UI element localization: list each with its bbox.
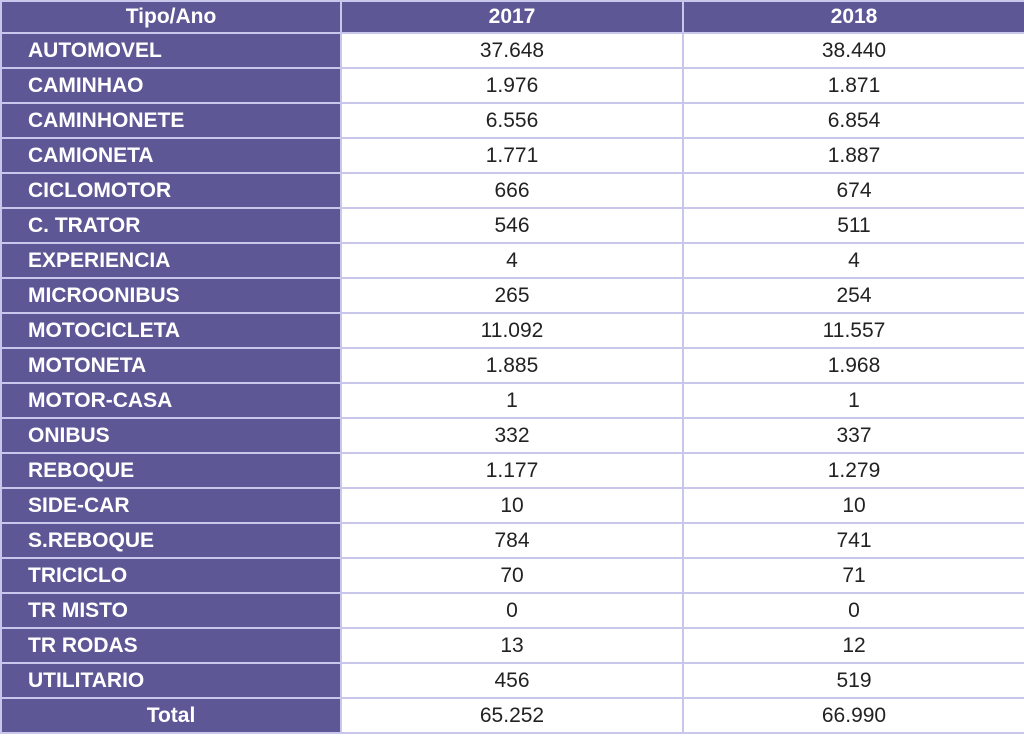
row-type-label: MICROONIBUS	[0, 277, 342, 314]
row-type-label: AUTOMOVEL	[0, 32, 342, 69]
row-type-label: UTILITARIO	[0, 662, 342, 699]
table-row: TR MISTO 0 0	[0, 592, 1024, 629]
cell-2018: 741	[682, 522, 1024, 559]
row-type-label: SIDE-CAR	[0, 487, 342, 524]
cell-2017: 1.771	[340, 137, 684, 174]
cell-2018: 674	[682, 172, 1024, 209]
cell-2017: 6.556	[340, 102, 684, 139]
cell-2017: 70	[340, 557, 684, 594]
cell-2017: 13	[340, 627, 684, 664]
cell-2018: 4	[682, 242, 1024, 279]
table-row: AUTOMOVEL 37.648 38.440	[0, 32, 1024, 69]
cell-2017: 4	[340, 242, 684, 279]
cell-2017: 1.885	[340, 347, 684, 384]
row-type-label: CICLOMOTOR	[0, 172, 342, 209]
total-row: Total 65.252 66.990	[0, 697, 1024, 734]
cell-2017: 1.976	[340, 67, 684, 104]
table-row: REBOQUE 1.177 1.279	[0, 452, 1024, 489]
cell-2018: 254	[682, 277, 1024, 314]
cell-2018: 0	[682, 592, 1024, 629]
row-type-label: TR MISTO	[0, 592, 342, 629]
table-row: UTILITARIO 456 519	[0, 662, 1024, 699]
row-type-label: CAMINHONETE	[0, 102, 342, 139]
cell-2017: 332	[340, 417, 684, 454]
table-row: TR RODAS 13 12	[0, 627, 1024, 664]
cell-2017: 1	[340, 382, 684, 419]
cell-2017: 10	[340, 487, 684, 524]
table-body: AUTOMOVEL 37.648 38.440 CAMINHAO 1.976 1.871 C…	[0, 32, 1024, 699]
cell-2017: 546	[340, 207, 684, 244]
header-2017: 2017	[340, 0, 684, 34]
cell-2017: 784	[340, 522, 684, 559]
table-row: MOTONETA 1.885 1.968	[0, 347, 1024, 384]
row-type-label: MOTOCICLETA	[0, 312, 342, 349]
cell-2018: 1.968	[682, 347, 1024, 384]
row-type-label: MOTOR-CASA	[0, 382, 342, 419]
cell-2018: 519	[682, 662, 1024, 699]
row-type-label: MOTONETA	[0, 347, 342, 384]
table-row: CAMINHAO 1.976 1.871	[0, 67, 1024, 104]
row-type-label: C. TRATOR	[0, 207, 342, 244]
cell-2017: 456	[340, 662, 684, 699]
table-row: MICROONIBUS 265 254	[0, 277, 1024, 314]
cell-2018: 1	[682, 382, 1024, 419]
cell-2018: 1.279	[682, 452, 1024, 489]
cell-2017: 37.648	[340, 32, 684, 69]
table-row: MOTOCICLETA 11.092 11.557	[0, 312, 1024, 349]
table-row: CAMINHONETE 6.556 6.854	[0, 102, 1024, 139]
table-row: TRICICLO 70 71	[0, 557, 1024, 594]
row-type-label: REBOQUE	[0, 452, 342, 489]
cell-2018: 337	[682, 417, 1024, 454]
row-type-label: CAMINHAO	[0, 67, 342, 104]
row-type-label: EXPERIENCIA	[0, 242, 342, 279]
table-row: CAMIONETA 1.771 1.887	[0, 137, 1024, 174]
cell-2017: 1.177	[340, 452, 684, 489]
header-type-year: Tipo/Ano	[0, 0, 342, 34]
row-type-label: TRICICLO	[0, 557, 342, 594]
row-type-label: TR RODAS	[0, 627, 342, 664]
row-type-label: CAMIONETA	[0, 137, 342, 174]
table-row: S.REBOQUE 784 741	[0, 522, 1024, 559]
table-row: C. TRATOR 546 511	[0, 207, 1024, 244]
cell-2017: 666	[340, 172, 684, 209]
row-type-label: ONIBUS	[0, 417, 342, 454]
cell-2018: 1.871	[682, 67, 1024, 104]
row-type-label: S.REBOQUE	[0, 522, 342, 559]
table-row: CICLOMOTOR 666 674	[0, 172, 1024, 209]
cell-2018: 11.557	[682, 312, 1024, 349]
header-row: Tipo/Ano 2017 2018	[0, 0, 1024, 34]
cell-2018: 1.887	[682, 137, 1024, 174]
cell-2017: 265	[340, 277, 684, 314]
header-2018: 2018	[682, 0, 1024, 34]
cell-2018: 12	[682, 627, 1024, 664]
cell-2018: 10	[682, 487, 1024, 524]
total-label: Total	[0, 697, 342, 734]
cell-2018: 511	[682, 207, 1024, 244]
cell-2018: 71	[682, 557, 1024, 594]
total-2018: 66.990	[682, 697, 1024, 734]
table-row: ONIBUS 332 337	[0, 417, 1024, 454]
table-row: SIDE-CAR 10 10	[0, 487, 1024, 524]
cell-2018: 6.854	[682, 102, 1024, 139]
table-row: EXPERIENCIA 4 4	[0, 242, 1024, 279]
cell-2018: 38.440	[682, 32, 1024, 69]
cell-2017: 11.092	[340, 312, 684, 349]
table-row: MOTOR-CASA 1 1	[0, 382, 1024, 419]
cell-2017: 0	[340, 592, 684, 629]
total-2017: 65.252	[340, 697, 684, 734]
